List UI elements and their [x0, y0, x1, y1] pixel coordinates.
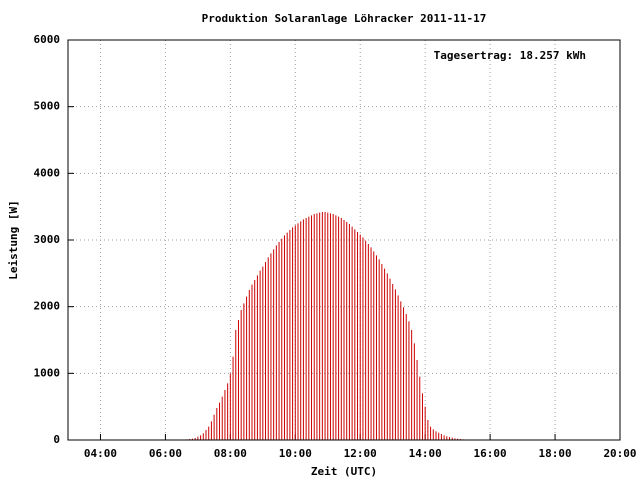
x-tick-label: 14:00 — [409, 447, 442, 460]
annotation: Tagesertrag: 18.257 kWh — [434, 49, 586, 62]
plot-border — [67, 39, 621, 441]
x-tick-label: 06:00 — [149, 447, 182, 460]
x-tick-label: 08:00 — [214, 447, 247, 460]
y-tick-label: 0 — [53, 433, 60, 446]
x-axis-label: Zeit (UTC) — [311, 465, 377, 478]
y-tick-label: 3000 — [34, 233, 61, 246]
x-tick-label: 10:00 — [279, 447, 312, 460]
x-tick-label: 04:00 — [84, 447, 117, 460]
y-tick-label: 5000 — [34, 100, 61, 113]
y-tick-label: 1000 — [34, 366, 61, 379]
x-tick-label: 12:00 — [344, 447, 377, 460]
y-tick-label: 6000 — [34, 33, 61, 46]
y-tick-label: 2000 — [34, 300, 61, 313]
x-tick-label: 20:00 — [603, 447, 636, 460]
y-axis-label: Leistung [W] — [7, 200, 20, 279]
y-tick-label: 4000 — [34, 166, 61, 179]
x-tick-label: 18:00 — [538, 447, 571, 460]
chart-title: Produktion Solaranlage Löhracker 2011-11… — [202, 12, 487, 25]
x-tick-label: 16:00 — [474, 447, 507, 460]
